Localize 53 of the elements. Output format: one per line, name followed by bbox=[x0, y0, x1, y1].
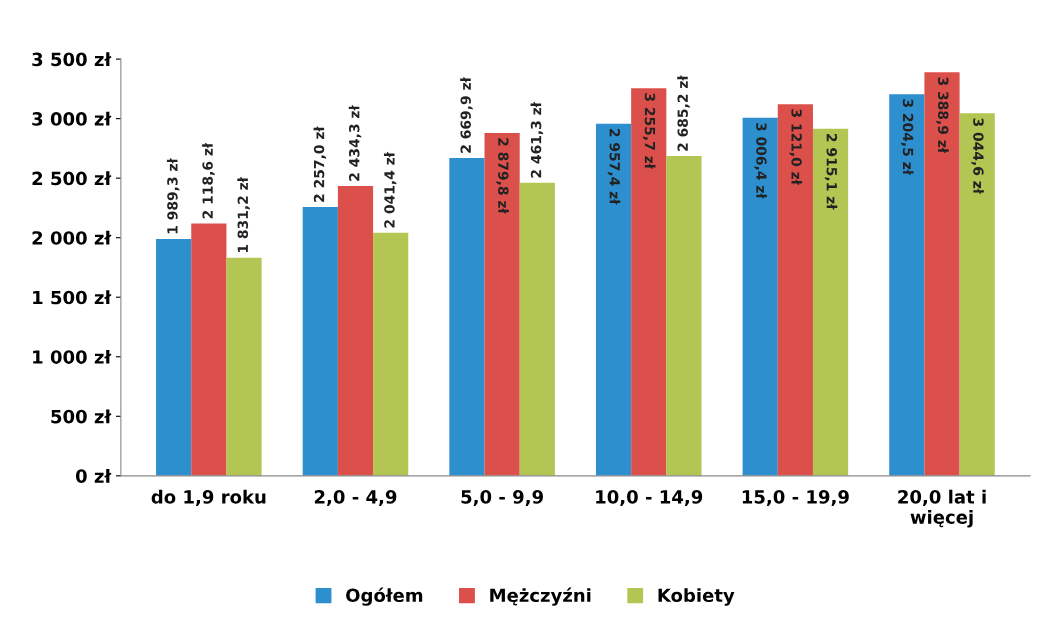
bar bbox=[666, 156, 702, 476]
data-label: 1 989,3 zł bbox=[166, 158, 180, 234]
bar bbox=[924, 72, 960, 476]
bar bbox=[302, 207, 338, 476]
y-tick-label: 500 zł bbox=[51, 409, 112, 424]
x-tick-label: 20,0 lat i więcej bbox=[898, 489, 986, 528]
bar bbox=[595, 123, 632, 476]
y-tick-label: 3 500 zł bbox=[32, 52, 112, 67]
data-label: 3 255,7 zł bbox=[642, 93, 656, 170]
bar bbox=[889, 94, 925, 476]
data-label: 3 204,5 zł bbox=[901, 99, 914, 176]
legend-label: Kobiety bbox=[658, 588, 735, 606]
data-label: 2 461,3 zł bbox=[530, 101, 544, 178]
bar bbox=[191, 223, 227, 476]
data-label: 1 831,2 zł bbox=[237, 176, 250, 253]
data-label: 2 041,4 zł bbox=[383, 151, 397, 228]
bar bbox=[519, 182, 555, 476]
y-tick-label: 2 000 zł bbox=[32, 230, 112, 245]
y-tick-label: 0 zł bbox=[75, 468, 112, 483]
bar bbox=[777, 104, 813, 476]
bar bbox=[337, 185, 374, 476]
data-label: 3 006,4 zł bbox=[754, 122, 767, 199]
data-label: 2 685,2 zł bbox=[677, 75, 690, 151]
data-label: 2 915,1 zł bbox=[824, 134, 838, 210]
bar bbox=[156, 238, 192, 476]
data-label: 2 434,3 zł bbox=[348, 105, 362, 181]
bar bbox=[742, 117, 778, 476]
x-tick-label: 10,0 - 14,9 bbox=[596, 490, 703, 506]
legend-label: Mężczyźni bbox=[490, 587, 591, 606]
bar bbox=[226, 257, 262, 476]
y-tick-label: 2 500 zł bbox=[32, 171, 112, 186]
data-label: 3 044,6 zł bbox=[971, 118, 984, 195]
x-tick-label: do 1,9 roku bbox=[151, 489, 266, 506]
x-tick-label: 2,0 - 4,9 bbox=[314, 490, 397, 506]
y-tick-label: 3 000 zł bbox=[32, 111, 112, 126]
data-label: 3 121,0 zł bbox=[789, 109, 803, 186]
bar bbox=[449, 157, 485, 476]
data-label: 2 257,0 zł bbox=[313, 126, 327, 202]
x-tick-label: 5,0 - 9,9 bbox=[461, 490, 543, 506]
y-tick-label: 1 000 zł bbox=[33, 349, 112, 364]
legend-label: Ogółem bbox=[346, 587, 423, 606]
bar bbox=[631, 88, 667, 476]
data-label: 2 669,9 zł bbox=[460, 76, 473, 153]
bar bbox=[959, 113, 995, 476]
bar bbox=[484, 132, 520, 476]
data-label: 3 388,9 zł bbox=[936, 77, 949, 154]
bar bbox=[812, 128, 849, 476]
data-label: 2 879,8 zł bbox=[496, 138, 509, 214]
y-tick-label: 1 500 zł bbox=[33, 290, 112, 305]
data-label: 2 118,6 zł bbox=[202, 142, 215, 219]
bar bbox=[373, 232, 409, 476]
data-label: 2 957,4 zł bbox=[607, 128, 621, 205]
x-tick-label: 15,0 - 19,9 bbox=[742, 490, 849, 506]
